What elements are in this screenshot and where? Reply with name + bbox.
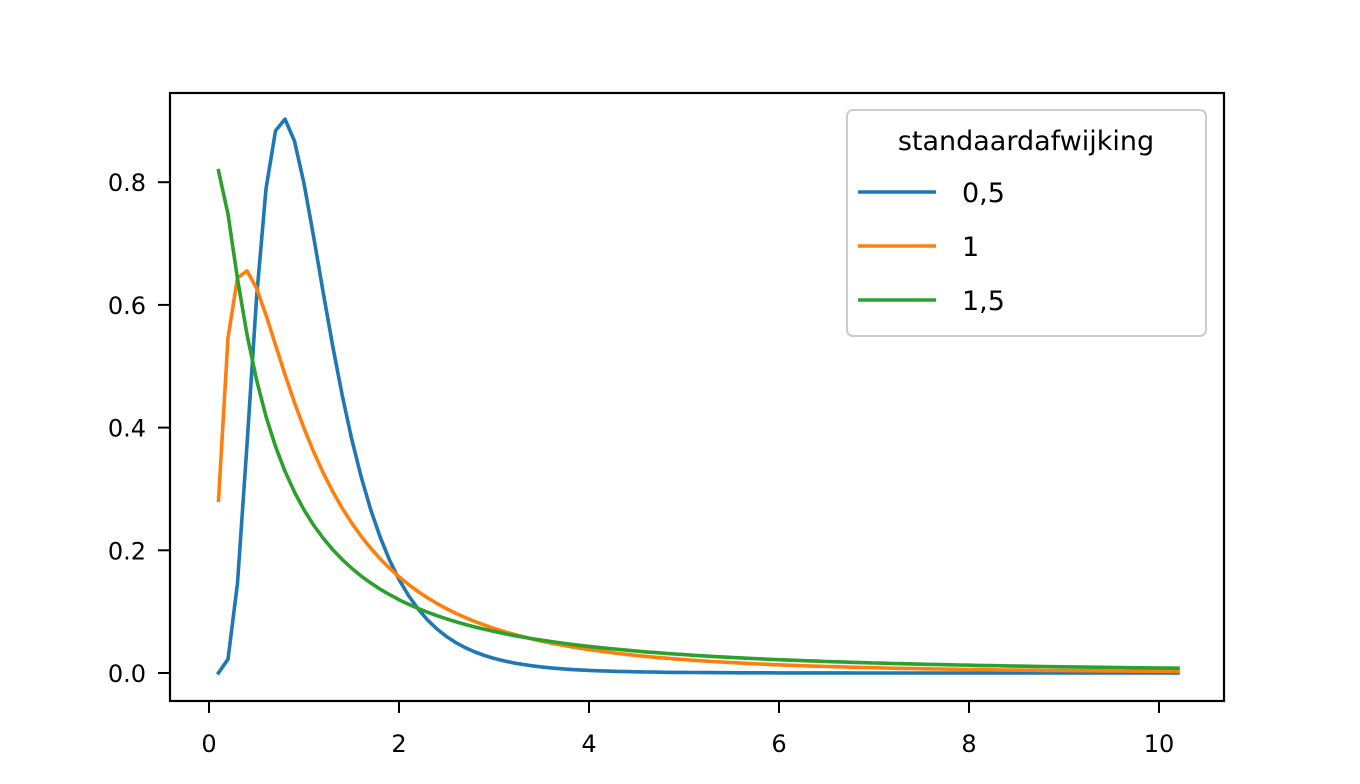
x-axis: 0 2 4 6 8 10 xyxy=(201,701,1174,758)
legend-label-3: 1,5 xyxy=(962,286,1005,317)
legend-box xyxy=(846,109,1207,337)
series-line-3 xyxy=(216,168,1180,671)
series-line-2 xyxy=(216,269,1180,674)
legend-label-1: 0,5 xyxy=(962,178,1005,209)
x-tick-label: 8 xyxy=(961,730,976,758)
legend-label-2: 1 xyxy=(962,232,979,263)
axes-frame xyxy=(168,91,1226,703)
x-tick-label: 2 xyxy=(391,730,406,758)
x-tick-label: 6 xyxy=(771,730,786,758)
x-tick-label: 4 xyxy=(581,730,596,758)
x-tick-label: 10 xyxy=(1144,730,1175,758)
legend: standaardafwijking 0,5 1 1,5 xyxy=(846,109,1207,337)
series-lines xyxy=(215,117,1180,676)
x-tick-label: 0 xyxy=(201,730,216,758)
y-tick-label: 0.8 xyxy=(108,169,146,197)
y-tick-label: 0.4 xyxy=(108,415,146,443)
legend-title: standaardafwijking xyxy=(898,126,1154,157)
y-tick-label: 0.0 xyxy=(108,660,146,688)
legend-entries: 0,5 1 1,5 xyxy=(858,178,1005,317)
y-tick-label: 0.6 xyxy=(108,292,146,320)
y-tick-label: 0.2 xyxy=(108,537,146,565)
series-line-1 xyxy=(215,117,1180,676)
y-axis: 0.0 0.2 0.4 0.6 0.8 xyxy=(108,169,170,688)
